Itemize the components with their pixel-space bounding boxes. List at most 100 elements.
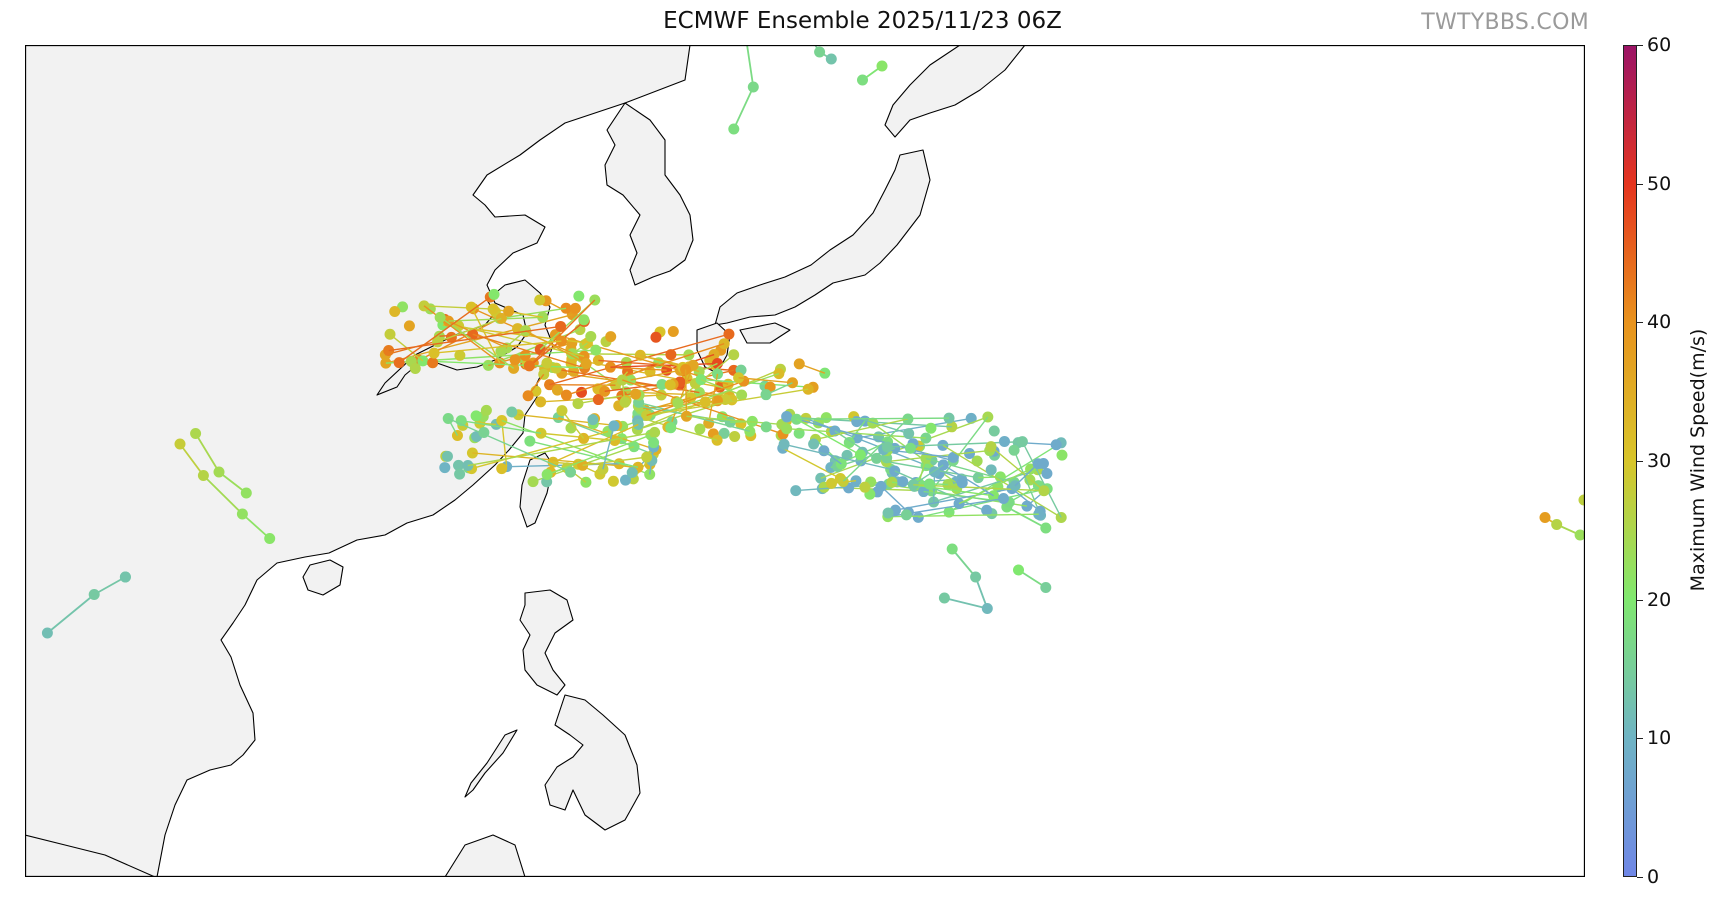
track-segment: [492, 308, 543, 318]
track-segment: [933, 469, 1038, 503]
track-segment: [700, 378, 742, 396]
track-segment: [958, 468, 1031, 505]
track-segment: [1006, 506, 1047, 529]
track-point: [694, 423, 706, 435]
track-point: [1055, 511, 1067, 523]
landmass-shikoku: [739, 322, 791, 344]
track-point: [454, 349, 466, 361]
track-point: [1041, 467, 1053, 479]
track-point: [790, 485, 802, 497]
track-segment: [439, 316, 515, 369]
track-segment: [738, 377, 793, 384]
landmass-hokkaido: [884, 45, 1026, 138]
track-segment: [566, 343, 725, 396]
colorbar-title: Maximum Wind Speed(m/s): [1687, 328, 1709, 592]
track-segment: [796, 417, 950, 420]
track-point: [881, 441, 893, 453]
track-point: [240, 487, 252, 499]
land-layer: [25, 45, 1026, 877]
track-point: [88, 589, 100, 600]
track-point: [608, 420, 620, 432]
track-point: [519, 325, 531, 337]
track-point: [496, 463, 508, 475]
track-point: [857, 74, 868, 86]
track-point: [1574, 529, 1585, 541]
track-point: [480, 404, 492, 416]
track-segment: [467, 431, 655, 467]
track-point: [389, 305, 401, 317]
track-point: [747, 81, 759, 93]
track-segment: [540, 432, 615, 442]
colorbar-tick-label: 10: [1647, 727, 1672, 750]
track-point: [903, 428, 915, 440]
track-point: [506, 406, 518, 418]
track-point: [522, 390, 534, 402]
colorbar-tick: [1637, 461, 1643, 462]
track-point: [1040, 522, 1052, 534]
track-point: [851, 416, 863, 428]
track-point: [988, 425, 1000, 437]
track-point: [384, 328, 396, 340]
track-segment: [447, 417, 571, 473]
track-segment: [525, 330, 587, 365]
landmass-asia: [25, 45, 691, 877]
landmass-palawan: [464, 729, 518, 798]
track-point: [541, 357, 553, 369]
track-point: [981, 603, 993, 614]
track-point: [393, 357, 405, 369]
track-point: [524, 435, 536, 447]
track-segment: [499, 307, 567, 320]
track-point: [236, 508, 248, 520]
track-segment: [646, 380, 744, 417]
track-segment: [93, 576, 126, 596]
track-point: [509, 354, 521, 366]
track-segment: [894, 470, 993, 515]
track-segment: [472, 452, 639, 469]
track-point: [527, 476, 539, 488]
track-point: [729, 430, 741, 442]
track-point: [555, 320, 567, 332]
track-point: [1056, 449, 1068, 461]
track-point: [923, 478, 935, 490]
track-point: [578, 314, 590, 326]
map-panel[interactable]: [25, 45, 1585, 877]
track-segment: [448, 316, 543, 322]
track-segment: [518, 414, 617, 427]
track-segment: [582, 456, 647, 466]
colorbar-tick: [1637, 322, 1643, 324]
track-point: [736, 389, 748, 401]
track-point: [825, 477, 837, 489]
track-point: [760, 421, 772, 433]
track-point: [728, 349, 740, 361]
track-point: [728, 123, 740, 135]
colorbar: [1623, 45, 1637, 877]
track-point: [1008, 444, 1020, 456]
track-segment: [179, 443, 205, 477]
landmass-mindanao: [544, 694, 641, 831]
colorbar-tick-label: 40: [1647, 311, 1672, 334]
track-segment: [796, 418, 861, 456]
track-point: [454, 468, 466, 480]
track-point: [946, 543, 958, 555]
track-point: [649, 426, 661, 438]
landmass-korea: [604, 102, 694, 286]
track-point: [626, 467, 638, 479]
track-segment: [732, 86, 755, 130]
track-segment: [815, 418, 909, 441]
map-canvas[interactable]: [25, 45, 1585, 877]
track-point: [970, 571, 982, 583]
track-point: [641, 451, 653, 463]
track-point: [630, 388, 642, 400]
track-segment: [913, 484, 1044, 492]
track-segment: [684, 369, 688, 417]
track-point: [534, 294, 546, 306]
track-point: [814, 46, 826, 58]
track-segment: [782, 447, 841, 480]
track-segment: [990, 446, 1045, 492]
track-segment: [529, 440, 639, 468]
track-point: [699, 396, 711, 408]
track-point: [565, 466, 577, 478]
track-segment: [385, 313, 573, 364]
track-segment: [1013, 449, 1042, 516]
track-point: [793, 358, 805, 370]
